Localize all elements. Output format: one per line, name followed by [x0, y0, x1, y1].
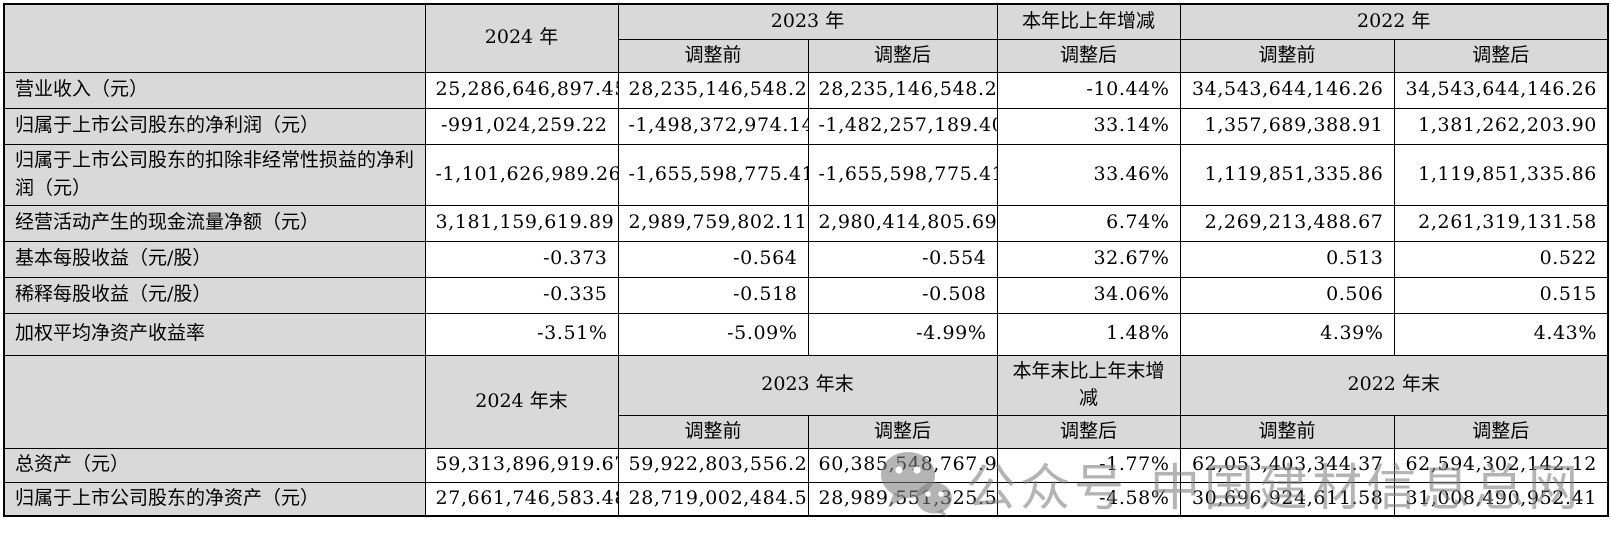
metric-value: -10.44%: [996, 71, 1181, 109]
metric-value: 2,269,213,488.67: [1179, 204, 1395, 242]
metric-value: 0.515: [1393, 276, 1609, 314]
subheader-2023-end-before: 调整前: [617, 414, 809, 449]
subheader-2022-end-after: 调整后: [1393, 414, 1609, 449]
metric-value: 59,922,803,556.22: [617, 447, 809, 483]
metric-value: 28,235,146,548.20: [807, 71, 998, 109]
metric-value: -1,655,598,775.41: [807, 143, 998, 206]
subheader-2023-after: 调整后: [807, 38, 998, 73]
year-end-header-row: 2024 年末 2023 年末 本年末比上年末增减 2022 年末: [3, 354, 1609, 449]
metric-value: -1,498,372,974.14: [617, 107, 809, 145]
metric-value: -0.564: [617, 240, 809, 278]
metric-value: -4.58%: [996, 481, 1181, 517]
metric-value: 32.67%: [996, 240, 1181, 278]
metric-value: 2,989,759,802.11: [617, 204, 809, 242]
metric-value: 33.14%: [996, 107, 1181, 145]
subheader-2023-end-after: 调整后: [807, 414, 998, 449]
metric-label: 总资产（元）: [3, 447, 426, 483]
subheader-2022-before: 调整前: [1179, 38, 1395, 73]
metric-value: -1,482,257,189.40: [807, 107, 998, 145]
metric-label: 加权平均净资产收益率: [3, 312, 426, 356]
metric-label: 归属于上市公司股东的扣除非经常性损益的净利润（元）: [3, 143, 426, 206]
metric-value: 34,543,644,146.26: [1393, 71, 1609, 109]
annual-subheader-row: 调整前 调整后 调整后 调整前 调整后: [4, 38, 1609, 73]
subheader-2023-before: 调整前: [617, 38, 809, 73]
metric-value: 4.39%: [1179, 312, 1395, 356]
metric-label: 归属于上市公司股东的净资产（元）: [3, 481, 426, 517]
col-header-2024-end: 2024 年末: [424, 354, 619, 449]
metric-value: 27,661,746,583.48: [424, 481, 619, 517]
col-header-change: 本年比上年增减: [996, 3, 1181, 40]
financial-summary-table: 2024 年 2023 年 本年比上年增减 2022 年 调整前 调整后 调整后…: [3, 3, 1609, 518]
metric-value: 33.46%: [996, 143, 1181, 206]
metric-label: 经营活动产生的现金流量净额（元）: [3, 204, 426, 242]
metric-value: 4.43%: [1393, 312, 1609, 356]
subheader-2022-end-before: 调整前: [1179, 414, 1395, 449]
metric-value: 1,357,689,388.91: [1179, 107, 1395, 145]
metric-value: 0.513: [1179, 240, 1395, 278]
col-header-2023-end: 2023 年末: [617, 354, 998, 416]
table-row-net-profit: 归属于上市公司股东的净利润（元） -991,024,259.22 -1,498,…: [3, 107, 1609, 145]
table-row-weighted-roe: 加权平均净资产收益率 -3.51% -5.09% -4.99% 1.48% 4.…: [3, 312, 1609, 356]
subheader-change-end-after: 调整后: [996, 414, 1181, 449]
metric-label: 营业收入（元）: [3, 71, 426, 109]
table-row-revenue: 营业收入（元） 25,286,646,897.45 28,235,146,548…: [3, 71, 1609, 109]
metric-value: 28,989,551,325.51: [807, 481, 998, 517]
metric-value: -1,101,626,989.26: [424, 143, 619, 206]
metric-value: 25,286,646,897.45: [424, 71, 619, 109]
annual-header-row: 2024 年 2023 年 本年比上年增减 2022 年: [3, 3, 1609, 73]
col-header-2024: 2024 年: [424, 3, 619, 73]
metric-value: -4.99%: [807, 312, 998, 356]
metric-value: -0.335: [424, 276, 619, 314]
metric-value: 59,313,896,919.67: [424, 447, 619, 483]
metric-label: 基本每股收益（元/股）: [3, 240, 426, 278]
metric-value: 0.522: [1393, 240, 1609, 278]
table-row-operating-cash-flow: 经营活动产生的现金流量净额（元） 3,181,159,619.89 2,989,…: [3, 204, 1609, 242]
metric-label: 稀释每股收益（元/股）: [3, 276, 426, 314]
metric-value: -0.373: [424, 240, 619, 278]
metric-value: 30,696,924,611.58: [1179, 481, 1395, 517]
metric-value: 2,980,414,805.69: [807, 204, 998, 242]
metric-value: 34.06%: [996, 276, 1181, 314]
metric-value: 6.74%: [996, 204, 1181, 242]
subheader-change-after: 调整后: [996, 38, 1181, 73]
year-end-corner-cell: [3, 354, 426, 449]
metric-value: 1,119,851,335.86: [1393, 143, 1609, 206]
col-header-2023: 2023 年: [617, 3, 998, 40]
metric-value: 60,385,548,767.95: [807, 447, 998, 483]
metric-value: 31,008,490,952.41: [1393, 481, 1609, 517]
metric-value: 62,594,302,142.12: [1393, 447, 1609, 483]
table-row-basic-eps: 基本每股收益（元/股） -0.373 -0.564 -0.554 32.67% …: [3, 240, 1609, 278]
year-end-subheader-row: 调整前 调整后 调整后 调整前 调整后: [4, 414, 1609, 449]
metric-value: -1,655,598,775.41: [617, 143, 809, 206]
col-header-2022-end: 2022 年末: [1179, 354, 1609, 416]
metric-value: -3.51%: [424, 312, 619, 356]
annual-corner-cell: [3, 3, 426, 73]
metric-value: 3,181,159,619.89: [424, 204, 619, 242]
table-row-diluted-eps: 稀释每股收益（元/股） -0.335 -0.518 -0.508 34.06% …: [3, 276, 1609, 314]
metric-value: -0.508: [807, 276, 998, 314]
table-row-net-assets: 归属于上市公司股东的净资产（元） 27,661,746,583.48 28,71…: [3, 481, 1609, 517]
table-row-deducted-net-profit: 归属于上市公司股东的扣除非经常性损益的净利润（元） -1,101,626,989…: [3, 143, 1609, 206]
metric-value: 28,235,146,548.20: [617, 71, 809, 109]
metric-value: -0.554: [807, 240, 998, 278]
metric-value: 1,381,262,203.90: [1393, 107, 1609, 145]
metric-value: -5.09%: [617, 312, 809, 356]
metric-value: -0.518: [617, 276, 809, 314]
metric-value: 1,119,851,335.86: [1179, 143, 1395, 206]
col-header-2022: 2022 年: [1179, 3, 1609, 40]
metric-label: 归属于上市公司股东的净利润（元）: [3, 107, 426, 145]
table-row-total-assets: 总资产（元） 59,313,896,919.67 59,922,803,556.…: [3, 447, 1609, 483]
metric-value: 1.48%: [996, 312, 1181, 356]
metric-value: 62,053,403,344.37: [1179, 447, 1395, 483]
metric-value: -991,024,259.22: [424, 107, 619, 145]
metric-value: 2,261,319,131.58: [1393, 204, 1609, 242]
metric-value: 34,543,644,146.26: [1179, 71, 1395, 109]
metric-value: 0.506: [1179, 276, 1395, 314]
metric-value: -1.77%: [996, 447, 1181, 483]
col-header-change-end: 本年末比上年末增减: [996, 354, 1181, 416]
subheader-2022-after: 调整后: [1393, 38, 1609, 73]
metric-value: 28,719,002,484.52: [617, 481, 809, 517]
